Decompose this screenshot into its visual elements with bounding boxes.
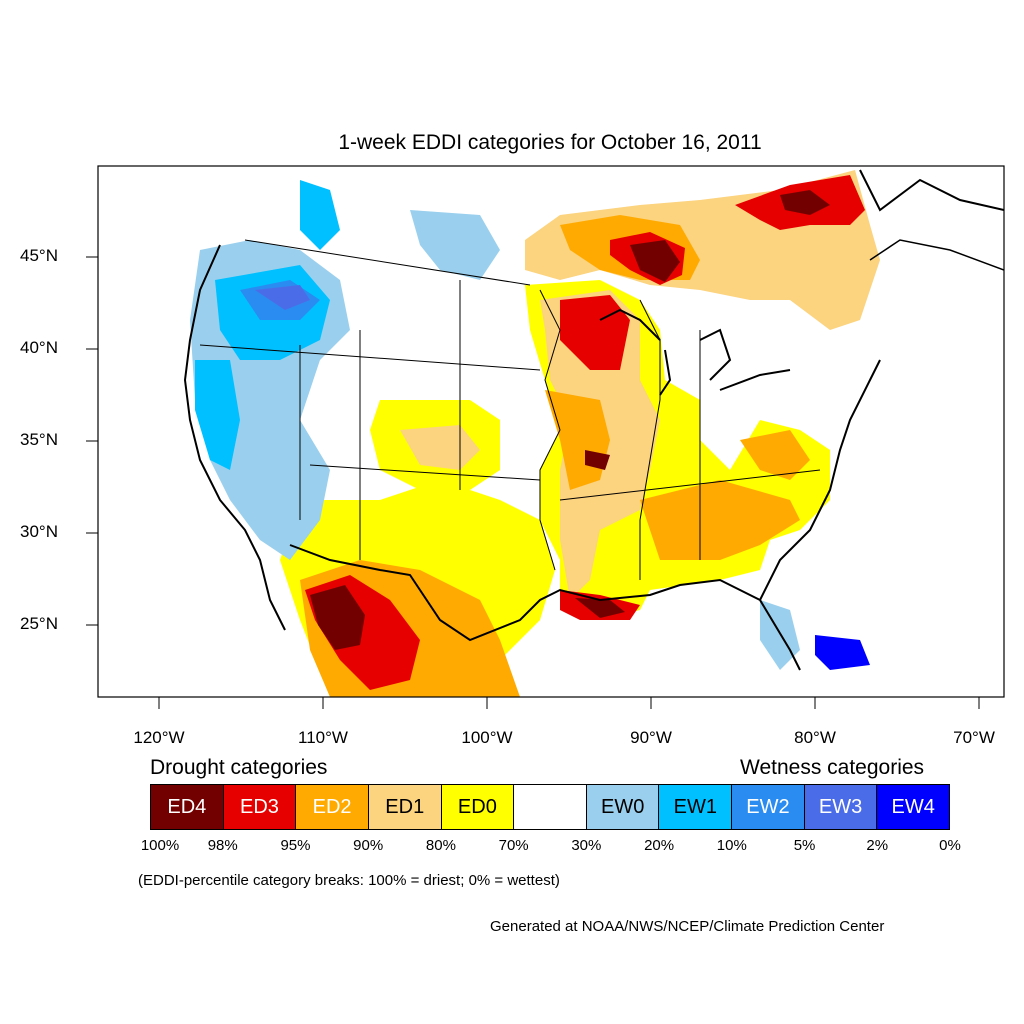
map-plot-area <box>98 166 1004 697</box>
legend-box-ew4: EW4 <box>877 785 950 829</box>
percentile-label: 100% <box>140 837 180 854</box>
percentile-label: 70% <box>498 837 529 854</box>
lat-label-25n: 25°N <box>20 614 58 633</box>
legend-box-ew2: EW2 <box>732 785 805 829</box>
map-frame-border <box>97 165 1005 698</box>
lon-label-70w: 70°W <box>953 728 995 747</box>
lat-label-30n: 30°N <box>20 522 58 541</box>
lon-label-80w: 80°W <box>794 728 836 747</box>
percentile-label: 98% <box>207 837 238 854</box>
percentile-label: 80% <box>425 837 456 854</box>
percentile-label: 30% <box>571 837 602 854</box>
legend-color-bar: ED4 ED3 ED2 ED1 ED0 EW0 EW1 EW2 EW3 EW4 <box>150 784 950 830</box>
lon-label-100w: 100°W <box>461 728 513 747</box>
legend-box-ew3: EW3 <box>804 785 878 829</box>
percentile-label: 95% <box>280 837 311 854</box>
lon-label-90w: 90°W <box>630 728 672 747</box>
percentile-label: 0% <box>939 837 961 854</box>
credit-line: Generated at NOAA/NWS/NCEP/Climate Predi… <box>490 918 885 935</box>
legend-box-ew0: EW0 <box>586 785 660 829</box>
lon-label-110w: 110°W <box>298 728 348 747</box>
legend-box-ew1: EW1 <box>659 785 733 829</box>
legend-box-ed2: ED2 <box>296 785 369 829</box>
legend-box-ed3: ED3 <box>223 785 297 829</box>
lat-label-40n: 40°N <box>20 338 58 357</box>
map-title: 1-week EDDI categories for October 16, 2… <box>338 131 762 154</box>
lon-label-120w: 120°W <box>133 728 185 747</box>
category-breaks-note: (EDDI-percentile category breaks: 100% =… <box>138 872 560 889</box>
wetness-categories-heading: Wetness categories <box>740 756 925 779</box>
percentile-label: 20% <box>644 837 675 854</box>
legend-box-ed0: ED0 <box>441 785 515 829</box>
legend-box-none <box>514 785 587 829</box>
lat-label-35n: 35°N <box>20 430 58 449</box>
percentile-label: 90% <box>353 837 384 854</box>
legend-box-ed1: ED1 <box>368 785 442 829</box>
percentile-label: 5% <box>793 837 816 854</box>
lat-label-45n: 45°N <box>20 246 58 265</box>
legend-box-ed4: ED4 <box>151 785 224 829</box>
percentile-label: 2% <box>866 837 889 854</box>
percentile-label: 10% <box>716 837 747 854</box>
drought-categories-heading: Drought categories <box>150 756 328 779</box>
